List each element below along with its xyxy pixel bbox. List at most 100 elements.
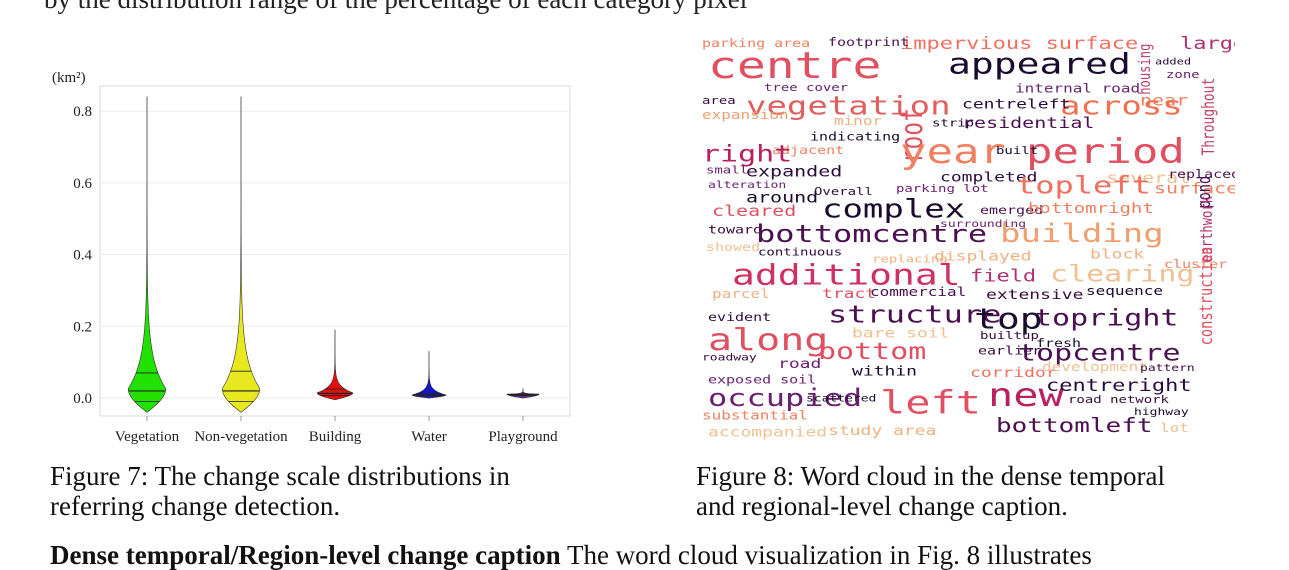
word-cloud-word: area [702,94,736,107]
word-cloud-word: surrounding [940,217,1026,229]
word-cloud-word: sequence [1086,285,1163,299]
word-cloud-word: roadway [702,351,757,363]
word-cloud-word: highway [1134,406,1189,418]
x-tick-label: Non-vegetation [194,429,288,445]
word-cloud-word: tree cover [764,81,848,94]
word-cloud-word: alteration [708,179,786,191]
word-cloud-word: substantial [702,409,808,423]
word-cloud-word: corridor [970,364,1057,380]
word-cloud-word: displayed [934,247,1031,263]
figure-7-caption: Figure 7: The change scale distributions… [50,461,510,521]
word-cloud-word: appeared [948,47,1131,80]
word-cloud-word: accompanied [708,424,827,440]
y-tick-label: 0.2 [73,319,92,335]
figure-8-caption-line-1: Figure 8: Word cloud in the dense tempor… [696,461,1165,491]
figure-7-violin-chart: 0.0 0.2 0.4 0.6 0.8 (km²) Vegetation Non-vegeta… [40,68,580,448]
violin-body-building [316,329,354,401]
word-cloud-word: additional [732,258,961,291]
word-cloud-word: zone [1166,68,1200,81]
word-cloud-word: earlier [978,345,1041,358]
y-tick-label: 0.8 [73,104,92,120]
word-cloud-word: vegetation [746,91,951,121]
word-cloud-word: centreright [1046,375,1192,395]
word-cloud-word: bottomcentre [756,220,987,248]
word-cloud-word: parking lot [896,182,989,195]
figure-8-caption: Figure 8: Word cloud in the dense tempor… [696,461,1165,521]
word-cloud-word: field [970,266,1036,286]
violin-body-vegetation [127,96,167,413]
word-cloud-word: across [1060,91,1183,121]
word-cloud-word: showed [706,242,760,255]
word-cloud-word: within [852,363,917,379]
word-cloud-word: residential [962,115,1094,132]
word-cloud-word: year [900,133,1006,171]
word-cloud-word: toward [708,224,762,237]
word-cloud-word: right [702,141,792,168]
word-cloud-word: emerged [980,205,1043,218]
word-cloud-word: housing [1136,44,1154,95]
figure-8-caption-line-2: and regional-level change caption. [696,491,1068,521]
word-cloud-word: clearing [1050,261,1194,288]
word-cloud-word: topcentre [1018,340,1181,367]
word-cloud-word: expanded [746,164,842,181]
y-tick-label: 0.6 [73,176,92,192]
y-tick-label: 0.0 [73,391,92,407]
word-cloud-word: top [974,302,1043,335]
word-cloud-word: continuous [758,245,842,258]
word-cloud-word: scattered [806,392,876,404]
section-heading: Dense temporal/Region-level change capti… [50,540,561,570]
word-cloud-word: added [1155,56,1191,67]
violin-body-water [411,351,447,399]
word-cloud-word: along [708,322,828,357]
word-cloud-word: several [1106,170,1190,187]
word-cloud-word: footprint [828,37,909,50]
figure-7-caption-line-1: Figure 7: The change scale distributions… [50,461,510,491]
word-cloud-word: development [1042,361,1148,375]
x-tick-label: Playground [488,429,558,445]
word-cloud-word: bottom [818,338,926,365]
word-cloud-word: bottomright [1028,200,1154,217]
word-cloud-word: building [1000,219,1164,249]
word-cloud-word: lot [1160,422,1189,436]
x-tick-label: Building [309,429,362,445]
word-cloud-word: construction [1195,247,1216,346]
y-tick-label: 0.4 [73,248,92,264]
word-cloud-word: expansion [702,109,789,123]
word-cloud-word: evident [708,312,771,325]
word-cloud-word: cluster [1164,258,1227,271]
word-cloud-word: replaced [1168,169,1235,182]
figure-8-word-cloud: centre appeared impervious surface parking … [700,34,1235,444]
word-cloud-word: exposed soil [708,374,816,387]
word-cloud-word: commercial [870,286,966,300]
word-cloud-word: pond [1193,176,1214,209]
word-cloud-word: bottomleft [996,415,1153,437]
word-cloud-word: internal road [1015,82,1140,96]
word-cloud-word: centre [708,45,881,88]
word-cloud-word: complex [822,195,965,225]
word-cloud-word: tract [822,285,876,301]
word-cloud-word: Overall [814,185,873,198]
word-cloud-word: bare soil [852,325,949,341]
word-cloud-word: new [988,376,1064,414]
word-cloud-word: impervious surface [900,34,1138,53]
word-cloud-word: block [1090,246,1145,262]
word-cloud-word: left [880,384,981,422]
word-cloud-word: built [996,144,1038,157]
section-text: The word cloud visualization in Fig. 8 i… [560,540,1092,570]
word-cloud-word: pattern [1140,362,1195,374]
word-cloud-word: centreleft [962,96,1070,112]
word-cloud-word: Throughout [1198,78,1218,156]
word-cloud-word: around [746,190,818,207]
y-axis-label: (km²) [52,70,86,86]
word-cloud-word: occupied [708,384,862,412]
word-cloud-word: completed [940,168,1037,184]
x-tick-label: Vegetation [115,429,180,445]
word-cloud-word: near [1140,93,1188,110]
word-cloud-word: study area [828,422,936,438]
x-tick-label: Water [411,429,446,445]
word-cloud-word: parcel [712,288,770,302]
word-cloud-word: extensive [986,286,1083,302]
word-cloud-word: fresh [1036,337,1081,350]
word-cloud-word: replacing [872,252,948,265]
